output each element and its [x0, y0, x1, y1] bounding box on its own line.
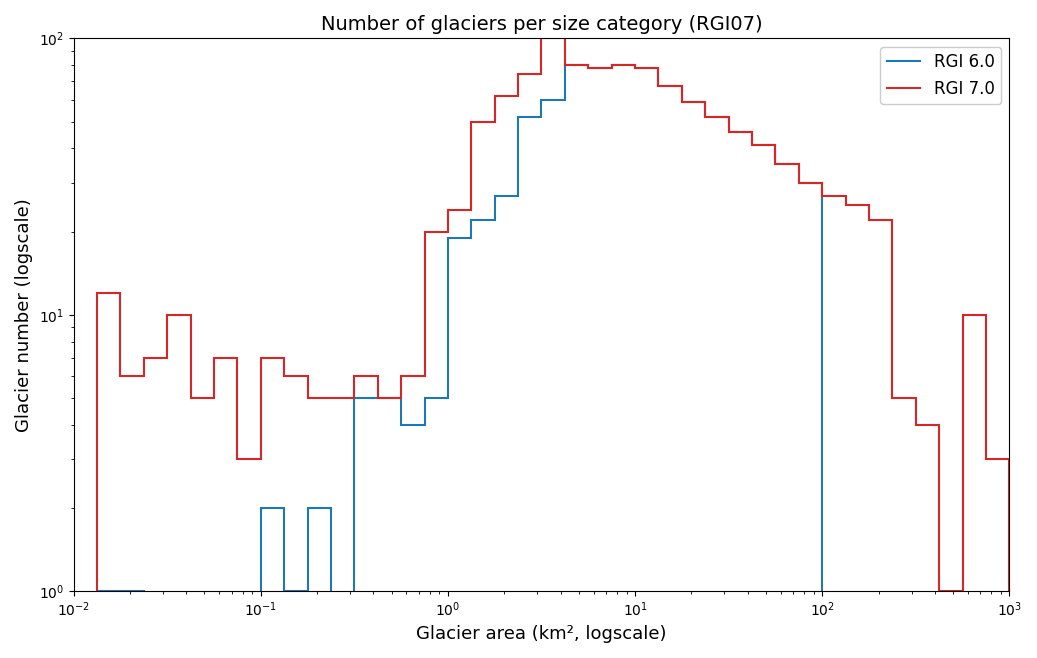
Y-axis label: Glacier number (logscale): Glacier number (logscale) [15, 198, 33, 432]
Title: Number of glaciers per size category (RGI07): Number of glaciers per size category (RG… [320, 15, 762, 34]
Legend: RGI 6.0, RGI 7.0: RGI 6.0, RGI 7.0 [880, 47, 1001, 105]
X-axis label: Glacier area (km², logscale): Glacier area (km², logscale) [416, 625, 667, 643]
